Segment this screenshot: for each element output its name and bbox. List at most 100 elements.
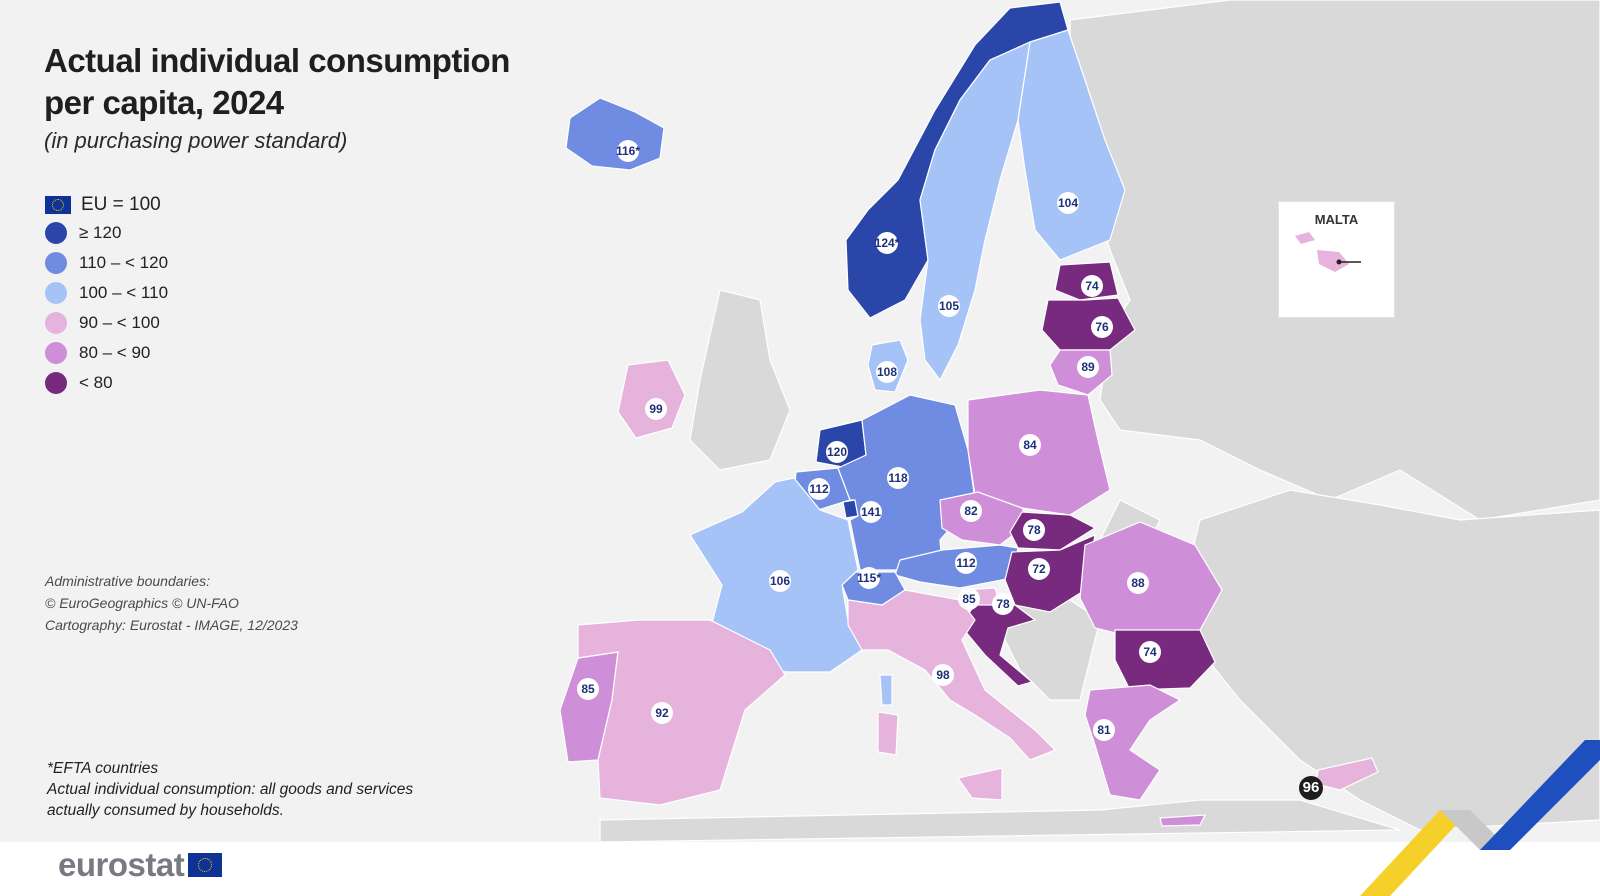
malta-leader-dot bbox=[1336, 259, 1342, 265]
value-label-portugal: 85 bbox=[577, 678, 599, 700]
value-badge bbox=[1081, 275, 1103, 297]
value-badge bbox=[876, 232, 898, 254]
legend: EU = 100 ≥ 120 110 – < 120 100 – < 110 90 –… bbox=[45, 192, 168, 398]
legend-class-label: 110 – < 120 bbox=[79, 253, 169, 272]
malta-inset-map bbox=[1295, 232, 1361, 272]
malta-shape bbox=[1317, 250, 1349, 272]
legend-class-1: 110 – < 120 bbox=[45, 248, 168, 278]
value-label-latvia: 76 bbox=[1091, 316, 1113, 338]
value-badge bbox=[887, 467, 909, 489]
legend-class-label: < 80 bbox=[79, 373, 113, 392]
malta-inset: MALTA bbox=[1278, 201, 1395, 318]
value-label-croatia: 78 bbox=[992, 593, 1014, 615]
value-label-italy: 98 bbox=[932, 664, 954, 686]
legend-swatch bbox=[45, 372, 67, 394]
value-text: 92 bbox=[655, 706, 669, 720]
value-label-luxembourg: 141 bbox=[860, 501, 882, 523]
value-label-france: 106 bbox=[769, 570, 791, 592]
value-badge bbox=[958, 588, 980, 610]
value-badge bbox=[577, 678, 599, 700]
value-badge bbox=[808, 478, 830, 500]
corner-decoration bbox=[1360, 740, 1600, 896]
region-crete bbox=[1159, 814, 1207, 827]
value-label-austria: 112 bbox=[955, 552, 977, 574]
value-text: 116* bbox=[616, 144, 640, 158]
region-hungary bbox=[1004, 534, 1096, 613]
title-line-2: per capita, 2024 bbox=[44, 84, 284, 121]
region-greece bbox=[1084, 684, 1182, 801]
value-label-estonia: 74 bbox=[1081, 275, 1103, 297]
legend-swatch bbox=[45, 282, 67, 304]
value-badge bbox=[1091, 316, 1113, 338]
legend-swatch bbox=[45, 222, 67, 244]
eu-flag-logo-icon bbox=[188, 853, 223, 877]
value-text: 120 bbox=[827, 445, 847, 459]
map-subtitle: (in purchasing power standard) bbox=[44, 128, 348, 153]
value-badge bbox=[955, 552, 977, 574]
value-badge bbox=[876, 361, 898, 383]
value-text: 78 bbox=[1027, 523, 1041, 537]
europe-map: 116* 124* 105 104 74 76 89 108 99 120 112 141 118 84 8… bbox=[559, 0, 1600, 842]
value-label-romania: 88 bbox=[1127, 572, 1149, 594]
region-sweden bbox=[919, 40, 1031, 382]
value-label-slovenia: 85 bbox=[958, 588, 980, 610]
value-text: 85 bbox=[581, 682, 595, 696]
region-croatia bbox=[959, 604, 1037, 687]
value-text: 115* bbox=[857, 571, 881, 585]
value-badge bbox=[1019, 434, 1041, 456]
legend-classes: ≥ 120 110 – < 120 100 – < 110 90 – < 100 80 … bbox=[45, 218, 168, 398]
legend-swatch bbox=[45, 312, 67, 334]
legend-eu-label: EU = 100 bbox=[81, 194, 161, 215]
value-label-sweden: 105 bbox=[938, 295, 960, 317]
value-badge bbox=[1057, 192, 1079, 214]
region-bulgaria bbox=[1114, 629, 1216, 691]
value-badge bbox=[1127, 572, 1149, 594]
value-label-switzerland: 115* bbox=[857, 567, 881, 589]
legend-class-label: ≥ 120 bbox=[79, 223, 122, 242]
legend-class-0: ≥ 120 bbox=[45, 218, 168, 248]
footer: eurostat bbox=[0, 842, 1600, 896]
eurostat-logo[interactable]: eurostat bbox=[58, 846, 223, 884]
title-line-1: Actual individual consumption bbox=[44, 42, 510, 79]
notes-line-3: Cartography: Eurostat - IMAGE, 12/2023 bbox=[45, 617, 298, 633]
value-text: 96 bbox=[1303, 779, 1320, 796]
value-label-czechia: 82 bbox=[960, 500, 982, 522]
value-text: 118 bbox=[888, 471, 908, 485]
value-label-netherlands: 120 bbox=[826, 441, 848, 463]
value-badge bbox=[992, 593, 1014, 615]
value-badge bbox=[1023, 519, 1045, 541]
value-label-denmark: 108 bbox=[876, 361, 898, 383]
value-label-lithuania: 89 bbox=[1077, 356, 1099, 378]
value-text: 72 bbox=[1032, 562, 1046, 576]
efta-note: *EFTA countries bbox=[47, 760, 159, 777]
value-text: 84 bbox=[1023, 438, 1037, 452]
value-badge bbox=[651, 702, 673, 724]
value-badge bbox=[960, 500, 982, 522]
value-label-finland: 104 bbox=[1057, 192, 1079, 214]
value-label-cyprus: 96 bbox=[1299, 776, 1323, 800]
value-label-spain: 92 bbox=[651, 702, 673, 724]
value-text: 108 bbox=[877, 365, 897, 379]
legend-swatch bbox=[45, 252, 67, 274]
value-text: 124* bbox=[875, 236, 900, 250]
value-text: 81 bbox=[1097, 723, 1111, 737]
region-iceland bbox=[565, 97, 665, 171]
legend-class-3: 90 – < 100 bbox=[45, 308, 168, 338]
value-text: 104 bbox=[1058, 196, 1078, 210]
value-badge bbox=[826, 441, 848, 463]
value-text: 105 bbox=[939, 299, 959, 313]
value-badge bbox=[1299, 776, 1323, 800]
value-text: 98 bbox=[936, 668, 950, 682]
value-text: 82 bbox=[964, 504, 978, 518]
value-text: 89 bbox=[1081, 360, 1095, 374]
region-spain bbox=[577, 619, 786, 806]
value-badge bbox=[1077, 356, 1099, 378]
legend-eu-row: EU = 100 bbox=[45, 192, 168, 218]
value-label-greece: 81 bbox=[1093, 719, 1115, 741]
value-text: 76 bbox=[1095, 320, 1109, 334]
value-badge bbox=[932, 664, 954, 686]
region-poland bbox=[967, 389, 1111, 516]
value-text: 99 bbox=[649, 402, 663, 416]
region-sicily bbox=[956, 767, 1003, 801]
value-text: 141 bbox=[861, 505, 881, 519]
